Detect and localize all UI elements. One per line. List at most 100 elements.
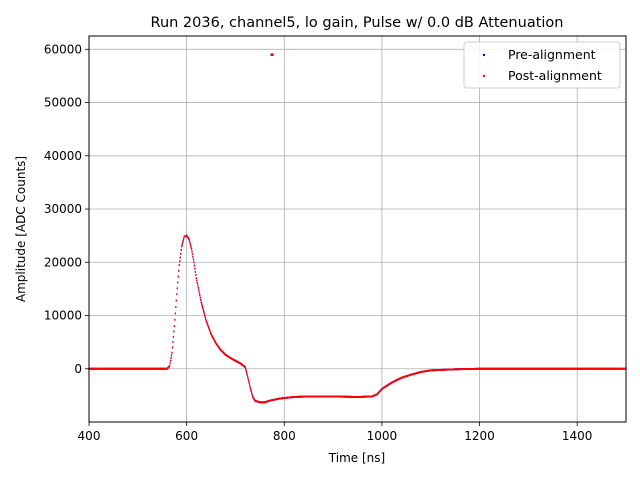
data-point	[206, 321, 208, 324]
data-point	[181, 243, 183, 246]
legend-label-post-alignment: Post-alignment	[508, 68, 602, 83]
data-point	[247, 375, 249, 378]
data-point	[178, 269, 180, 272]
plot-area	[89, 36, 626, 422]
y-tick-label: 60000	[44, 42, 82, 56]
data-point	[207, 325, 209, 328]
y-tick-label: 50000	[44, 96, 82, 110]
data-point	[246, 373, 248, 376]
data-point	[192, 256, 194, 258]
data-point	[182, 239, 184, 242]
series-post-alignment	[88, 53, 627, 404]
data-point	[190, 246, 192, 248]
data-point	[206, 322, 208, 325]
data-point	[205, 319, 207, 322]
data-point	[172, 341, 174, 344]
data-point	[202, 308, 204, 311]
data-point	[179, 260, 181, 263]
chart-title: Run 2036, channel5, lo gain, Pulse w/ 0.…	[151, 15, 564, 31]
data-point	[175, 306, 177, 308]
x-tick-label: 800	[273, 429, 296, 443]
data-point	[205, 318, 207, 320]
data-point	[193, 261, 195, 264]
data-point	[209, 330, 211, 333]
plot-frame	[88, 35, 627, 423]
data-point	[171, 351, 173, 354]
data-point	[251, 393, 253, 396]
y-axis-label: Amplitude [ADC Counts]	[14, 156, 28, 302]
data-point	[171, 346, 174, 349]
data-point	[169, 362, 171, 365]
data-point	[211, 335, 213, 337]
data-point	[213, 338, 215, 341]
data-point	[245, 370, 247, 372]
legend-label-pre-alignment: Pre-alignment	[508, 47, 596, 62]
data-point	[210, 333, 212, 336]
legend: Pre-alignment Post-alignment	[463, 41, 621, 89]
data-point	[191, 253, 194, 256]
data-point	[212, 337, 215, 340]
y-tick-label: 40000	[44, 149, 82, 163]
x-tick-label: 1200	[464, 429, 495, 443]
data-point	[180, 249, 182, 251]
data-point	[209, 331, 212, 334]
data-point	[207, 323, 209, 326]
data-point	[174, 318, 176, 321]
y-tick-label: 20000	[44, 255, 82, 269]
data-point	[201, 305, 203, 307]
data-point	[204, 314, 206, 317]
data-point	[170, 354, 173, 357]
data-point	[245, 368, 247, 370]
data-point	[191, 250, 193, 253]
data-point	[246, 372, 248, 374]
data-point	[169, 359, 172, 362]
data-point	[203, 312, 205, 315]
data-point	[168, 365, 171, 367]
data-point	[247, 377, 249, 380]
x-tick-label: 1000	[367, 429, 398, 443]
data-point	[172, 335, 175, 338]
data-point	[175, 299, 177, 302]
data-point	[250, 390, 252, 392]
data-point	[214, 340, 216, 343]
data-point	[208, 329, 211, 332]
data-point	[202, 306, 204, 309]
y-tick-label: 30000	[44, 202, 82, 216]
x-tick-label: 400	[78, 429, 101, 443]
data-point	[189, 242, 191, 245]
data-point	[195, 277, 197, 280]
data-point	[249, 388, 252, 391]
data-point	[197, 286, 199, 289]
data-point	[249, 386, 251, 389]
x-tick-label: 600	[175, 429, 198, 443]
data-point	[189, 244, 192, 247]
data-point	[182, 241, 184, 244]
data-point	[200, 301, 202, 304]
legend-box	[463, 41, 621, 89]
data-point	[249, 384, 251, 387]
data-point	[198, 289, 200, 292]
data-point	[210, 334, 213, 336]
data-point	[170, 357, 172, 360]
data-point	[208, 327, 210, 330]
data-point	[250, 391, 253, 394]
data-point	[194, 270, 197, 273]
data-point	[194, 267, 196, 270]
data-point	[201, 303, 203, 305]
outlier-point	[270, 53, 274, 56]
data-point	[198, 291, 200, 294]
data-point	[214, 341, 217, 344]
data-point	[173, 325, 176, 328]
data-point	[204, 316, 206, 319]
y-tick-label: 10000	[44, 309, 82, 323]
x-axis-label: Time [ns]	[328, 451, 385, 465]
data-point	[196, 282, 198, 284]
data-point	[212, 336, 214, 339]
legend-marker-pre-alignment	[482, 53, 486, 57]
data-point	[183, 237, 185, 240]
data-point	[203, 310, 205, 313]
data-point	[199, 294, 201, 296]
x-tick-label: 1400	[562, 429, 593, 443]
data-point	[244, 366, 246, 369]
